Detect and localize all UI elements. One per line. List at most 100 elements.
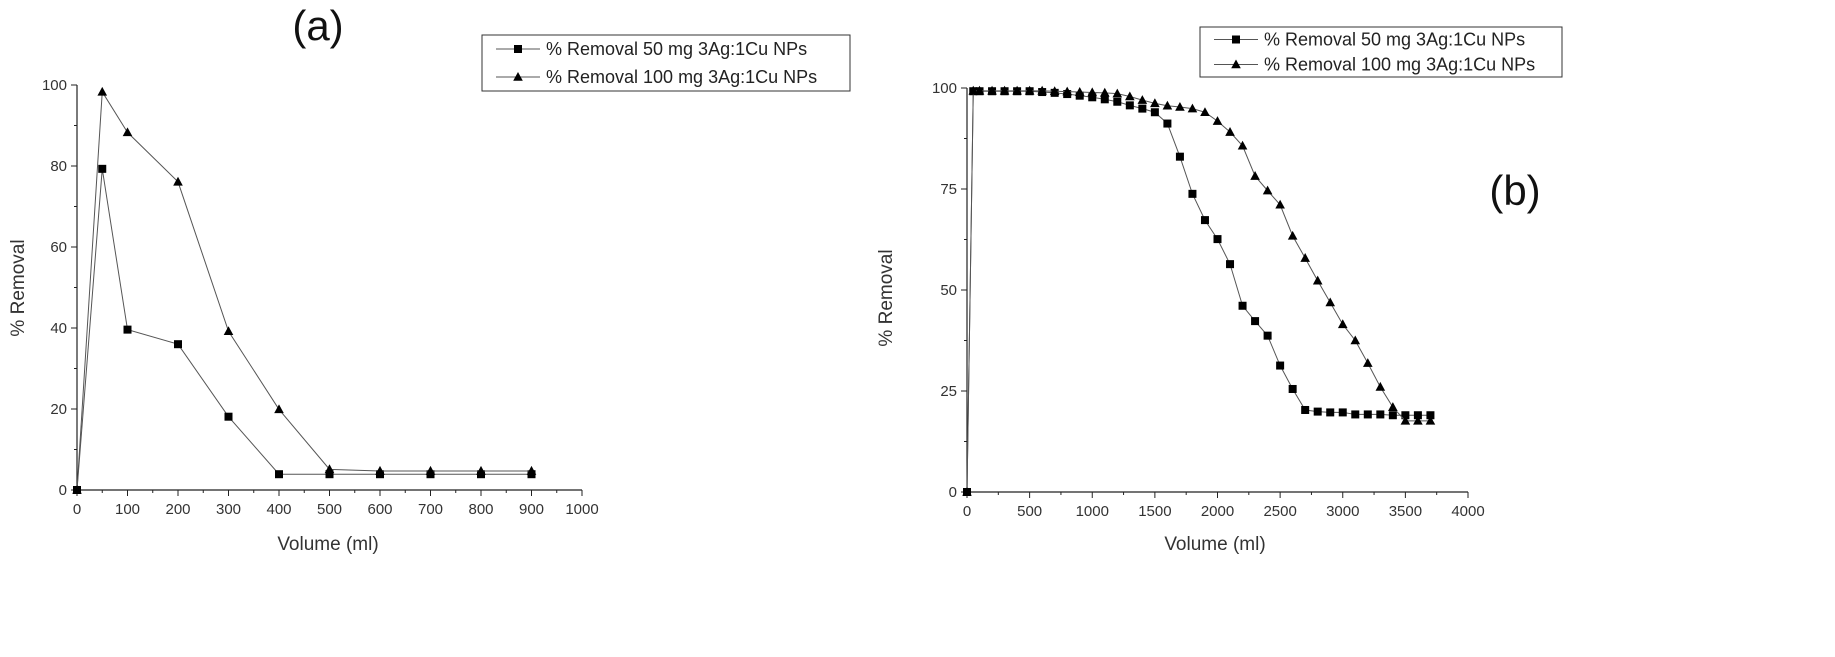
data-point [274,404,284,414]
y-tick-label: 80 [50,158,67,175]
series-1 [963,87,1435,496]
y-tick-label: 0 [59,482,67,499]
y-tick-label: 75 [940,181,957,198]
data-point [1287,230,1298,240]
legend-marker [513,71,523,81]
x-axis-title-b: Volume (ml) [1164,534,1265,555]
legend: % Removal 50 mg 3Ag:1Cu NPs % Removal 100… [1199,26,1563,78]
data-point [1263,331,1272,340]
data-point [1163,119,1172,128]
data-point [174,340,182,349]
y-axis-title-b: % Removal [876,249,897,346]
y-tick-label: 60 [50,239,67,256]
series-line [76,168,532,491]
data-point [1074,87,1085,96]
legend-marker [514,45,522,53]
data-point [1200,107,1210,117]
data-point [1087,87,1098,97]
x-tick-label: 1000 [565,501,598,518]
data-point [1363,358,1373,367]
x-tick-label: 300 [216,501,241,518]
data-point [97,86,108,96]
y-tick-label: 100 [932,80,957,97]
data-point [1125,101,1134,110]
data-point [72,484,82,494]
y-tick-label: 100 [42,77,67,94]
data-point [1426,411,1435,420]
data-point [1137,95,1148,104]
x-tick-label: 200 [165,501,190,518]
data-point [123,325,132,334]
data-point [1138,104,1147,113]
data-point [1099,87,1110,97]
data-point [1376,410,1385,419]
data-point [1350,335,1361,345]
data-point [1238,301,1247,310]
data-point [1301,405,1310,414]
data-point [1400,415,1411,425]
x-tick-label: 4000 [1451,503,1484,520]
legend: % Removal 50 mg 3Ag:1Cu NPs % Removal 100… [481,34,851,92]
data-point [1425,415,1436,425]
data-point [1276,361,1285,370]
legend-box [1199,26,1563,78]
data-point [1226,260,1235,269]
data-point [999,85,1010,95]
data-point [1125,91,1135,101]
data-point [1351,410,1360,419]
data-point [1088,93,1097,102]
panel-label-b: (b) [1489,167,1540,214]
data-point [1200,216,1209,225]
data-point [1212,116,1223,125]
x-tick-label: 0 [963,503,971,520]
series-1 [73,164,536,494]
legend-label: % Removal 50 mg 3Ag:1Cu NPs [546,39,807,59]
data-point [526,465,537,475]
data-point [1024,85,1035,95]
x-tick-label: 1500 [1138,503,1171,520]
data-point [1251,317,1260,326]
data-point [1213,235,1222,244]
x-tick-label: 2500 [1263,503,1296,520]
data-point [275,470,283,479]
x-tick-label: 1000 [1076,503,1109,520]
data-point [1113,97,1122,106]
x-tick-label: 2000 [1201,503,1234,520]
legend-label: % Removal 50 mg 3Ag:1Cu NPs [1264,30,1525,50]
data-point [1162,100,1173,110]
data-point [1112,88,1123,98]
x-tick-label: 600 [367,501,392,518]
data-point [224,412,233,421]
data-point [1338,408,1347,417]
series-2 [72,86,537,494]
data-point [1012,85,1022,95]
x-tick-label: 900 [519,501,544,518]
data-point [1388,411,1397,420]
data-point [476,465,486,475]
y-tick-label: 0 [949,484,957,501]
x-tick-label: 0 [73,501,81,518]
legend-marker [1231,59,1241,69]
series-line [966,90,1431,493]
data-point [1337,319,1348,329]
data-point [1150,108,1159,117]
x-tick-label: 500 [1017,503,1042,520]
data-point [1326,408,1335,417]
data-point [98,164,107,173]
data-point [1313,407,1322,416]
data-point [325,470,334,479]
legend-label: % Removal 100 mg 3Ag:1Cu NPs [1264,55,1535,75]
panel-label-a: (a) [292,2,343,49]
legend-marker [1232,35,1240,44]
data-point [1188,189,1197,198]
data-point [1150,98,1160,108]
data-point [425,465,436,475]
data-point [974,85,985,95]
data-point [375,465,385,475]
y-tick-label: 25 [940,383,957,400]
data-point [223,326,234,336]
data-point [987,85,997,95]
legend-box [481,34,851,92]
data-point [324,464,335,474]
